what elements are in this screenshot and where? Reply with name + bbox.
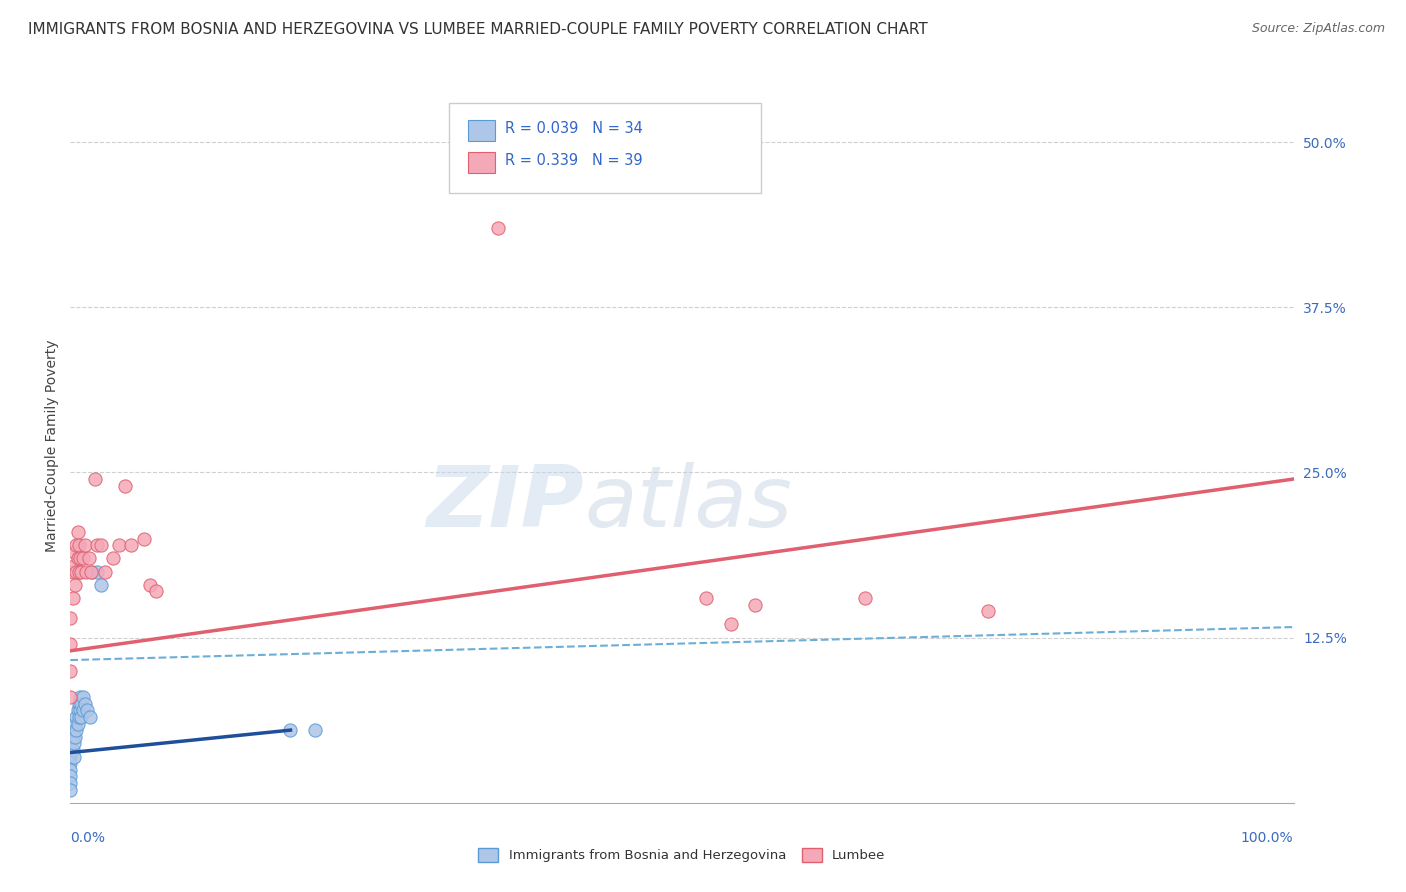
Point: [63, 723, 86, 738]
Text: ZIP: ZIP: [426, 461, 583, 545]
Point: [63, 736, 86, 750]
Point: [79, 710, 101, 724]
Point: [73, 697, 96, 711]
Point: [59, 743, 82, 757]
Point: [72, 703, 94, 717]
Y-axis label: Married-Couple Family Poverty: Married-Couple Family Poverty: [45, 340, 59, 552]
Point: [59, 749, 82, 764]
Point: [59, 763, 82, 777]
Point: [82, 565, 104, 579]
Point: [744, 598, 766, 612]
Point: [62, 565, 84, 579]
Point: [66, 524, 89, 539]
Point: [63, 558, 86, 572]
Point: [145, 584, 167, 599]
Point: [70, 710, 93, 724]
Point: [90, 538, 112, 552]
Point: [63, 730, 86, 744]
Point: [67, 697, 90, 711]
Text: R = 0.339   N = 39: R = 0.339 N = 39: [505, 153, 643, 168]
Point: [69, 703, 91, 717]
Point: [63, 749, 86, 764]
Text: 100.0%: 100.0%: [1241, 831, 1294, 845]
Point: [67, 538, 90, 552]
Point: [65, 565, 87, 579]
Point: [59, 769, 82, 783]
Point: [63, 716, 86, 731]
Point: [976, 604, 998, 618]
Point: [86, 565, 108, 579]
Point: [695, 591, 717, 605]
Point: [720, 617, 742, 632]
Point: [59, 611, 82, 625]
Point: [76, 703, 98, 717]
Point: [72, 551, 94, 566]
Point: [121, 538, 143, 552]
Point: [65, 710, 87, 724]
FancyBboxPatch shape: [450, 103, 762, 193]
Point: [66, 716, 89, 731]
Point: [132, 532, 155, 546]
Point: [108, 538, 131, 552]
FancyBboxPatch shape: [468, 152, 495, 173]
Text: Source: ZipAtlas.com: Source: ZipAtlas.com: [1251, 22, 1385, 36]
Text: IMMIGRANTS FROM BOSNIA AND HERZEGOVINA VS LUMBEE MARRIED-COUPLE FAMILY POVERTY C: IMMIGRANTS FROM BOSNIA AND HERZEGOVINA V…: [28, 22, 928, 37]
Point: [488, 221, 510, 235]
Point: [66, 551, 89, 566]
Point: [77, 551, 100, 566]
Text: atlas: atlas: [583, 461, 792, 545]
Point: [62, 591, 84, 605]
Point: [59, 756, 82, 771]
Point: [59, 637, 82, 651]
Point: [69, 690, 91, 704]
Point: [75, 565, 97, 579]
Legend: Immigrants from Bosnia and Herzegovina, Lumbee: Immigrants from Bosnia and Herzegovina, …: [472, 843, 891, 868]
Point: [304, 723, 326, 738]
Point: [62, 730, 84, 744]
Point: [90, 578, 112, 592]
Point: [86, 538, 108, 552]
Point: [59, 782, 82, 797]
Point: [80, 565, 103, 579]
Point: [62, 743, 84, 757]
Point: [855, 591, 877, 605]
Point: [280, 723, 302, 738]
Point: [70, 697, 93, 711]
Point: [70, 565, 93, 579]
FancyBboxPatch shape: [468, 120, 495, 141]
Text: 0.0%: 0.0%: [70, 831, 105, 845]
Point: [59, 690, 82, 704]
Point: [83, 472, 105, 486]
Point: [101, 551, 124, 566]
Point: [69, 551, 91, 566]
Point: [65, 538, 87, 552]
Point: [66, 703, 89, 717]
Point: [73, 538, 96, 552]
Point: [67, 565, 90, 579]
Point: [59, 664, 82, 678]
Point: [65, 723, 87, 738]
Point: [93, 565, 115, 579]
Point: [139, 578, 162, 592]
Point: [114, 478, 136, 492]
Point: [63, 578, 86, 592]
Point: [72, 690, 94, 704]
Point: [63, 545, 86, 559]
Text: R = 0.039   N = 34: R = 0.039 N = 34: [505, 121, 643, 136]
Point: [59, 776, 82, 790]
Point: [67, 710, 90, 724]
